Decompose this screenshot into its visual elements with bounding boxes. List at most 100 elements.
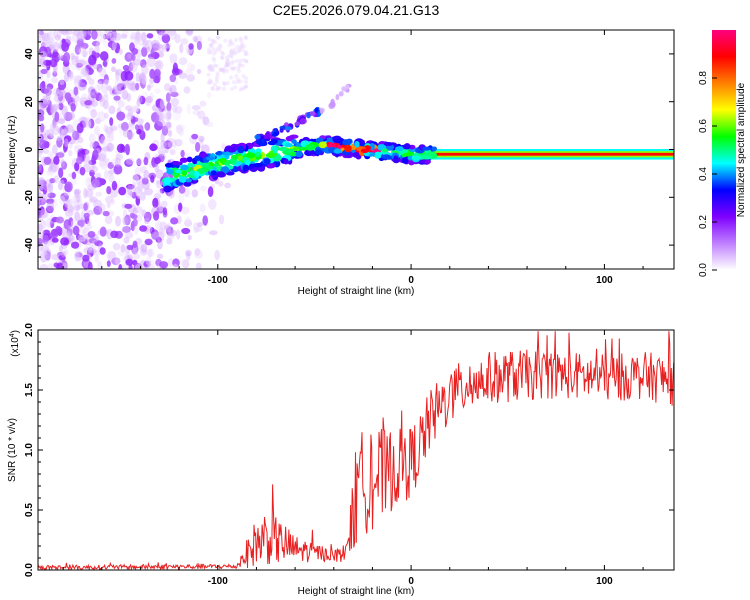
noise-blob (161, 200, 168, 208)
noise-blob (84, 224, 93, 230)
noise-blob (101, 31, 106, 40)
noise-blob (104, 30, 113, 36)
noise-blob (75, 252, 83, 258)
noise-blob (79, 30, 87, 38)
noise-blob (84, 117, 92, 127)
noise-blob (42, 184, 48, 195)
noise-blob (232, 47, 237, 52)
trace-blob (205, 156, 215, 161)
noise-blob (146, 264, 156, 269)
noise-blob (52, 144, 58, 155)
noise-blob (147, 53, 155, 59)
noise-blob (174, 106, 183, 114)
noise-blob (45, 198, 55, 204)
noise-blob (97, 34, 107, 43)
noise-blob (209, 44, 213, 49)
noise-blob (46, 169, 55, 176)
noise-blob (86, 247, 94, 258)
noise-blob (227, 54, 232, 59)
noise-blob (46, 70, 51, 79)
snr-panel: -100 0 100 0.0 0.5 1.0 1.5 2.0 Height of straig… (7, 323, 675, 597)
trace-blob (424, 159, 431, 164)
noise-blob (53, 175, 59, 184)
noise-blob (209, 230, 218, 236)
noise-blob (124, 203, 133, 209)
trace-blob (194, 171, 200, 179)
noise-blob (68, 149, 73, 157)
noise-blob (118, 186, 127, 196)
noise-blob (229, 87, 234, 92)
noise-blob (239, 44, 244, 49)
noise-blob (38, 226, 45, 238)
noise-blob (80, 149, 90, 155)
noise-blob (71, 171, 77, 180)
noise-blob (211, 68, 215, 73)
noise-blob (41, 33, 47, 40)
noise-blob (99, 133, 105, 144)
noise-blob (72, 195, 78, 205)
noise-blob (144, 97, 152, 107)
noise-blob (43, 35, 51, 46)
trace-blob (252, 163, 263, 168)
noise-blob (87, 103, 96, 113)
noise-blob (94, 84, 100, 94)
noise-blob (210, 87, 215, 91)
noise-blob (94, 125, 100, 136)
noise-blob (49, 219, 55, 229)
noise-blob (38, 109, 45, 117)
trace-blob (344, 144, 352, 153)
noise-blob (71, 241, 80, 249)
noise-blob (104, 169, 109, 180)
noise-blob (71, 128, 76, 140)
noise-blob (76, 31, 86, 42)
noise-blob (104, 215, 113, 225)
noise-blob (132, 218, 138, 227)
noise-blob (118, 48, 123, 55)
noise-blob (169, 148, 176, 156)
noise-blob (132, 253, 141, 260)
noise-blob (123, 236, 130, 244)
noise-blob (154, 156, 161, 165)
noise-blob (113, 95, 121, 101)
noise-blob (208, 50, 213, 54)
noise-blob (39, 179, 44, 190)
noise-blob (137, 95, 143, 104)
noise-blob (39, 140, 48, 150)
noise-blob (157, 146, 166, 157)
noise-blob (38, 148, 43, 158)
noise-blob (168, 229, 178, 237)
noise-blob (151, 231, 159, 239)
noise-blob (90, 109, 98, 119)
noise-blob (74, 44, 82, 55)
noise-blob (67, 69, 72, 78)
noise-blob (73, 75, 83, 84)
noise-blob (159, 261, 169, 269)
noise-blob (131, 182, 137, 193)
noise-blob (97, 111, 106, 122)
noise-blob (137, 244, 145, 251)
noise-blob (132, 207, 138, 215)
noise-blob (218, 44, 223, 49)
x-tick-label: 100 (596, 275, 613, 286)
trace-blob (333, 138, 342, 144)
svg-text:(x104): (x104) (9, 330, 21, 357)
trace-blob (164, 162, 173, 168)
noise-blob (243, 49, 248, 54)
trace-blob (227, 147, 237, 153)
noise-blob (43, 59, 52, 66)
noise-blob (223, 64, 228, 68)
noise-blob (160, 228, 166, 238)
noise-blob (206, 121, 214, 128)
noise-blob (75, 203, 81, 212)
trace-blob (237, 155, 244, 161)
noise-blob (183, 86, 191, 94)
noise-blob (38, 177, 46, 187)
noise-blob (42, 183, 52, 191)
noise-blob (185, 249, 192, 257)
noise-blob (47, 263, 54, 269)
noise-blob (75, 194, 81, 203)
noise-blob (232, 50, 237, 55)
noise-blob (61, 128, 68, 135)
noise-blob (243, 76, 248, 81)
noise-blob (43, 148, 50, 154)
